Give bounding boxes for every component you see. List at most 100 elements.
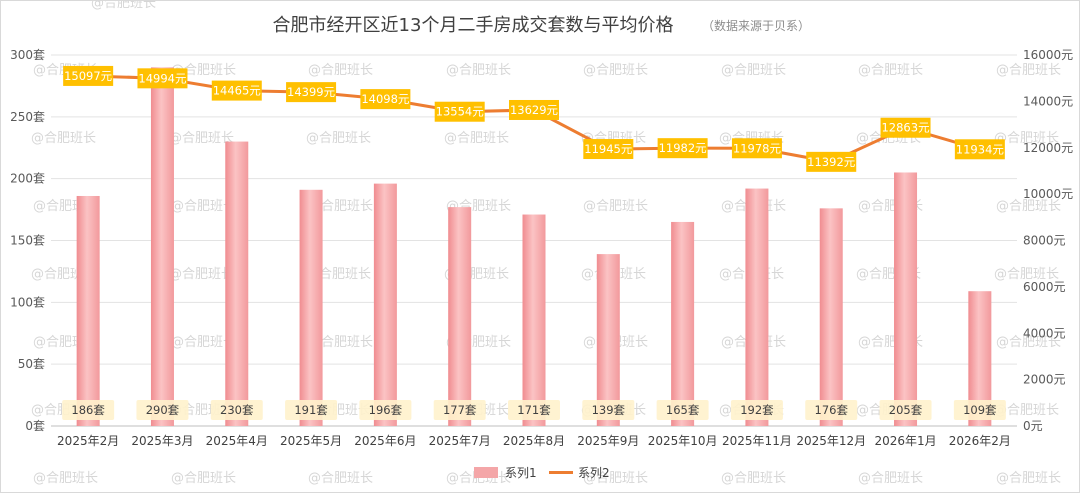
watermark-text: @合肥班长 <box>33 471 98 486</box>
bar <box>819 208 843 426</box>
x-axis-tick-label: 2025年12月 <box>796 434 866 448</box>
line-value-label: 13629元 <box>510 103 559 117</box>
bar-series <box>76 67 992 427</box>
x-axis-tick-label: 2026年1月 <box>874 434 936 448</box>
left-axis-tick-label: 50套 <box>18 357 45 371</box>
line-value-label: 11934元 <box>956 142 1005 156</box>
bar-value-label: 191套 <box>294 403 328 417</box>
line-label-box <box>954 139 1005 160</box>
watermark-text: @合肥班长 <box>171 471 236 486</box>
watermark-text: @合肥班长 <box>308 471 373 486</box>
bar-value-label: 290套 <box>146 403 180 417</box>
bar-value-label: 186套 <box>71 403 105 417</box>
watermark-text: @合肥班长 <box>583 199 648 214</box>
right-axis-tick-label: 8000元 <box>1023 234 1066 248</box>
watermark-text: @合肥班长 <box>721 471 786 486</box>
right-axis-tick-label: 2000元 <box>1023 373 1066 387</box>
left-axis-tick-label: 250套 <box>10 110 45 124</box>
bar-label-box <box>953 400 1006 420</box>
bar-value-label: 192套 <box>740 403 774 417</box>
watermark-text: @合肥班长 <box>169 131 234 146</box>
bar-value-label: 205套 <box>889 403 923 417</box>
right-axis-tick-label: 12000元 <box>1023 141 1073 155</box>
data-labels: 186套 290套 230套 191套 196套 177套 171套 139套 165套 192套… <box>62 65 1006 420</box>
line-value-label: 11978元 <box>733 141 782 155</box>
left-axis-tick-label: 100套 <box>10 295 45 309</box>
left-axis-tick-label: 150套 <box>10 234 45 248</box>
chart-subtitle: （数据来源于贝系） <box>702 18 810 33</box>
line-value-label: 14098元 <box>361 92 410 106</box>
bar-value-label: 165套 <box>666 403 700 417</box>
bar <box>373 183 397 426</box>
x-axis-tick-label: 2025年11月 <box>722 434 792 448</box>
line-value-label: 14399元 <box>287 85 336 99</box>
watermark-text: @合肥班长 <box>444 131 509 146</box>
line-label-box <box>286 82 337 103</box>
watermark-text: @合肥班长 <box>996 63 1061 78</box>
bar <box>299 189 323 426</box>
bar-label-box <box>805 400 858 420</box>
bar-label-box <box>656 400 709 420</box>
bar-value-label: 176套 <box>815 403 849 417</box>
bar <box>745 188 769 426</box>
line-label-box <box>657 138 708 159</box>
bar-label-box <box>136 400 189 420</box>
bar-label-box <box>879 400 932 420</box>
line-value-label: 14465元 <box>213 84 262 98</box>
line-label-box <box>731 138 782 159</box>
x-axis-tick-label: 2025年2月 <box>57 434 119 448</box>
left-axis-tick-label: 300套 <box>10 48 45 62</box>
watermark-text: @合肥班长 <box>308 335 373 350</box>
legend-label-line: 系列2 <box>578 466 610 480</box>
line-label-box <box>211 80 262 101</box>
bar-value-label: 196套 <box>369 403 403 417</box>
right-axis-tick-label: 6000元 <box>1023 280 1066 294</box>
left-axis-tick-label: 0套 <box>25 419 45 433</box>
bar <box>596 254 620 426</box>
line-label-box <box>360 89 411 110</box>
line-label-box <box>509 99 559 120</box>
watermark-text: @合肥班长 <box>721 63 786 78</box>
watermark-text: @合肥班长 <box>583 63 648 78</box>
right-axis-tick-label: 16000元 <box>1023 48 1073 62</box>
watermark-text: @合肥班长 <box>996 199 1061 214</box>
line-label-box <box>880 117 931 138</box>
bar-value-label: 230套 <box>220 403 254 417</box>
right-axis-tick-label: 4000元 <box>1023 326 1066 340</box>
bar-value-label: 177套 <box>443 403 477 417</box>
watermark-text: @合肥班长 <box>858 471 923 486</box>
bar-value-label: 109套 <box>963 403 997 417</box>
x-axis-tick-label: 2025年5月 <box>280 434 342 448</box>
watermark-text: @合肥班长 <box>446 63 511 78</box>
line-value-label: 11982元 <box>659 141 708 155</box>
chart-title: 合肥市经开区近13个月二手房成交套数与平均价格 <box>273 15 674 36</box>
watermark-text: @合肥班长 <box>994 403 1059 418</box>
right-axis-tick-label: 10000元 <box>1023 187 1073 201</box>
bar-label-box <box>359 400 412 420</box>
watermark-text: @合肥班长 <box>31 131 96 146</box>
line-value-label: 11392元 <box>807 155 856 169</box>
watermark-text: @合肥班长 <box>171 199 236 214</box>
line-label-box <box>137 68 188 89</box>
watermark-text: @合肥班长 <box>169 267 234 282</box>
line-label-box <box>806 151 857 172</box>
line-label-box <box>434 101 485 122</box>
line-label-box <box>583 139 634 160</box>
line-label-box <box>63 65 114 86</box>
line-value-label: 12863元 <box>881 121 930 135</box>
bar <box>894 172 918 426</box>
watermark-text: @合肥班长 <box>171 335 236 350</box>
watermark-text: @合肥班长 <box>308 63 373 78</box>
bar <box>522 214 546 426</box>
legend-swatch-bars <box>474 467 498 478</box>
right-axis-tick-label: 14000元 <box>1023 94 1073 108</box>
axes: 0套 50套 100套 150套 200套 250套 300套 0元 2000元 4000元 600… <box>10 48 1073 448</box>
line-value-label: 14994元 <box>138 71 187 85</box>
bar-label-box <box>582 400 635 420</box>
bar-value-label: 139套 <box>592 403 626 417</box>
bar-label-box <box>62 400 115 420</box>
x-axis-tick-label: 2025年4月 <box>206 434 268 448</box>
watermark-text: @合肥班长 <box>583 471 648 486</box>
watermark-text: @合肥班长 <box>996 471 1061 486</box>
